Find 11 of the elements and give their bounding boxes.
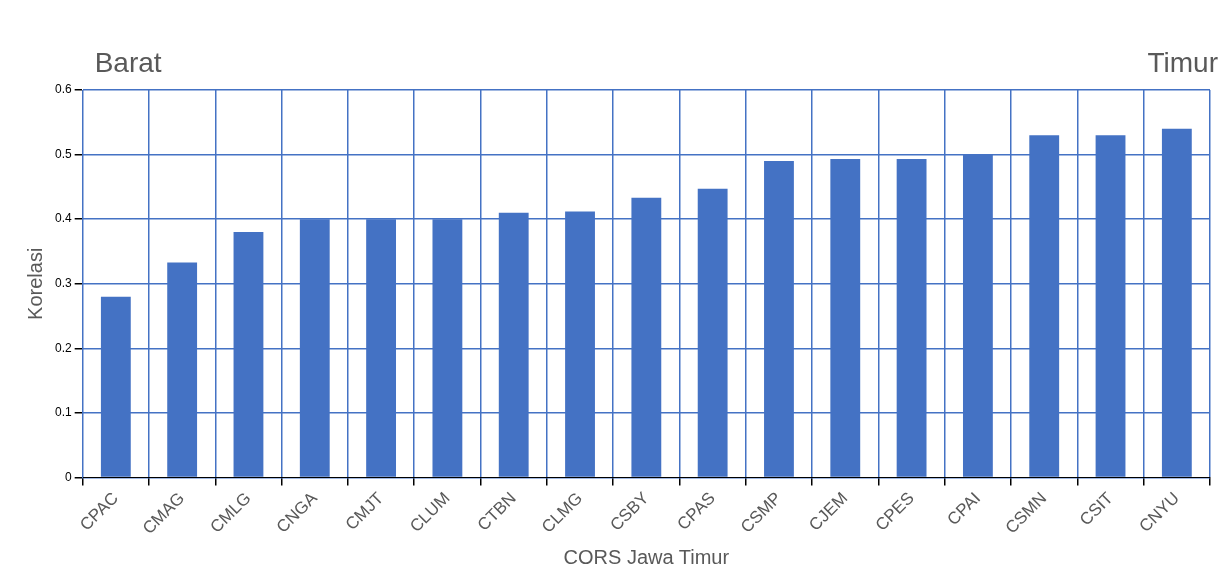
y-axis-title: Korelasi	[23, 247, 46, 320]
y-tick-label: 0.6	[54, 82, 72, 97]
text: Barat	[94, 47, 162, 78]
y-tick-label: 0.4	[54, 211, 72, 226]
x-axis-title: CORS Jawa Timur	[563, 545, 730, 568]
y-tick-label: 0.2	[54, 340, 72, 355]
text: Timur	[1147, 47, 1218, 78]
y-tick-label: 0	[64, 469, 72, 484]
y-tick-label: 0.5	[54, 146, 72, 161]
y-tick-label: 0.1	[54, 405, 72, 420]
y-tick-label: 0.3	[54, 276, 72, 291]
